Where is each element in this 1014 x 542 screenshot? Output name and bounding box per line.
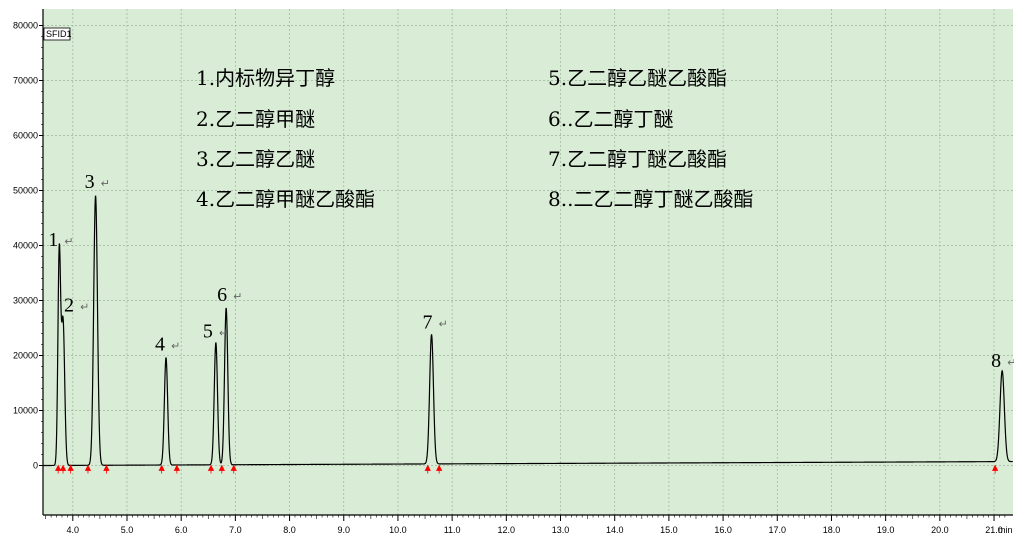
legend: 1.内标物异丁醇 2.乙二醇甲醚 3.乙二醇乙醚 4.乙二醇甲醚乙酸酯 5.乙二… xyxy=(196,66,753,211)
legend-entry: 5.乙二醇乙醚乙酸酯 xyxy=(548,66,727,90)
trace-label-box xyxy=(43,27,71,41)
x-tick-label: 14.0 xyxy=(606,525,624,535)
peak-label: 5 xyxy=(203,320,213,342)
integration-marker xyxy=(207,464,215,474)
integration-marker xyxy=(991,464,999,474)
integration-marker xyxy=(84,464,92,474)
legend-entry: 7.乙二醇丁醚乙酸酯 xyxy=(548,147,727,171)
peak-labels: 1 ↵ 2 ↵ 3 ↵ 4 ↵ 5 ↵ 6 ↵ 7 ↵ 8 ↵ xyxy=(48,171,1014,372)
paragraph-mark: ↵ xyxy=(171,339,180,352)
paragraph-mark: ↵ xyxy=(1007,356,1014,369)
x-tick-label: 20.0 xyxy=(931,525,949,535)
x-unit-label: min xyxy=(998,525,1013,535)
y-tick-label: 50000 xyxy=(13,186,38,196)
x-tick-label: 21.0 xyxy=(985,525,1003,535)
x-tick-label: 19.0 xyxy=(877,525,895,535)
peak-label: 1 xyxy=(48,229,58,251)
grid-lines xyxy=(43,9,1013,515)
x-tick-label: 13.0 xyxy=(552,525,570,535)
peak-label: 7 xyxy=(423,311,433,333)
x-tick-label: 15.0 xyxy=(660,525,678,535)
trace-line xyxy=(43,195,1013,467)
legend-entry: 2.乙二醇甲醚 xyxy=(196,107,315,131)
y-tick-label: 0 xyxy=(33,461,38,471)
trace-label: SFID1 xyxy=(46,29,72,39)
integration-marker xyxy=(230,464,237,474)
x-tick-label: 18.0 xyxy=(823,525,841,535)
y-tick-label: 60000 xyxy=(13,131,38,141)
y-tick-label: 80000 xyxy=(13,21,38,31)
x-tick-label: 17.0 xyxy=(769,525,787,535)
integration-marker xyxy=(67,464,74,474)
paragraph-mark: ↵ xyxy=(233,290,242,303)
x-tick-label: 16.0 xyxy=(714,525,732,535)
x-tick-label: 11.0 xyxy=(444,525,461,535)
x-tick-label: 4.0 xyxy=(67,525,80,535)
y-tick-label: 70000 xyxy=(13,76,38,86)
integration-marker xyxy=(55,464,62,474)
peak-label: 2 xyxy=(64,294,74,316)
paragraph-mark: ↵ xyxy=(80,300,89,313)
paragraph-mark: ↵ xyxy=(439,317,448,330)
x-tick-label: 10.0 xyxy=(389,525,407,535)
peak-label: 3 xyxy=(85,171,95,193)
y-axis-ticks: 0 10000 20000 30000 40000 50000 60000 70000 8000… xyxy=(13,21,43,471)
peak-label: 4 xyxy=(155,333,165,355)
y-tick-label: 10000 xyxy=(13,406,38,416)
x-tick-label: 7.0 xyxy=(229,525,242,535)
integration-marker xyxy=(59,464,67,474)
legend-entry: 1.内标物异丁醇 xyxy=(196,66,335,90)
integration-marker xyxy=(424,464,431,474)
paragraph-mark: ↵ xyxy=(64,235,73,248)
y-tick-label: 30000 xyxy=(13,296,38,306)
legend-entry: 8..二乙二醇丁醚乙酸酯 xyxy=(548,187,753,211)
x-tick-label: 6.0 xyxy=(175,525,188,535)
peak-label: 8 xyxy=(991,350,1001,372)
legend-entry: 4.乙二醇甲醚乙酸酯 xyxy=(196,187,375,211)
y-tick-label: 40000 xyxy=(13,241,38,251)
x-tick-label: 5.0 xyxy=(121,525,134,535)
x-tick-label: 8.0 xyxy=(283,525,296,535)
integration-marker xyxy=(173,464,180,474)
x-tick-label: 9.0 xyxy=(337,525,350,535)
paragraph-mark: ↵ xyxy=(219,326,228,339)
plot-background xyxy=(43,9,1013,515)
x-tick-label: 12.0 xyxy=(498,525,516,535)
y-tick-label: 20000 xyxy=(13,351,38,361)
integration-marker xyxy=(103,464,110,474)
integration-marker xyxy=(435,464,443,474)
integration-marker xyxy=(218,464,225,474)
integration-marks xyxy=(55,464,999,474)
legend-entry: 6..乙二醇丁醚 xyxy=(548,107,673,131)
integration-marker xyxy=(158,464,165,474)
x-axis-ticks: 4.0 5.0 6.0 7.0 8.0 9.0 10.0 11.0 12.0 13.0 14.0 15… xyxy=(45,515,1006,535)
paragraph-mark: ↵ xyxy=(101,177,110,190)
peak-label: 6 xyxy=(217,284,227,306)
legend-entry: 3.乙二醇乙醚 xyxy=(196,147,315,171)
